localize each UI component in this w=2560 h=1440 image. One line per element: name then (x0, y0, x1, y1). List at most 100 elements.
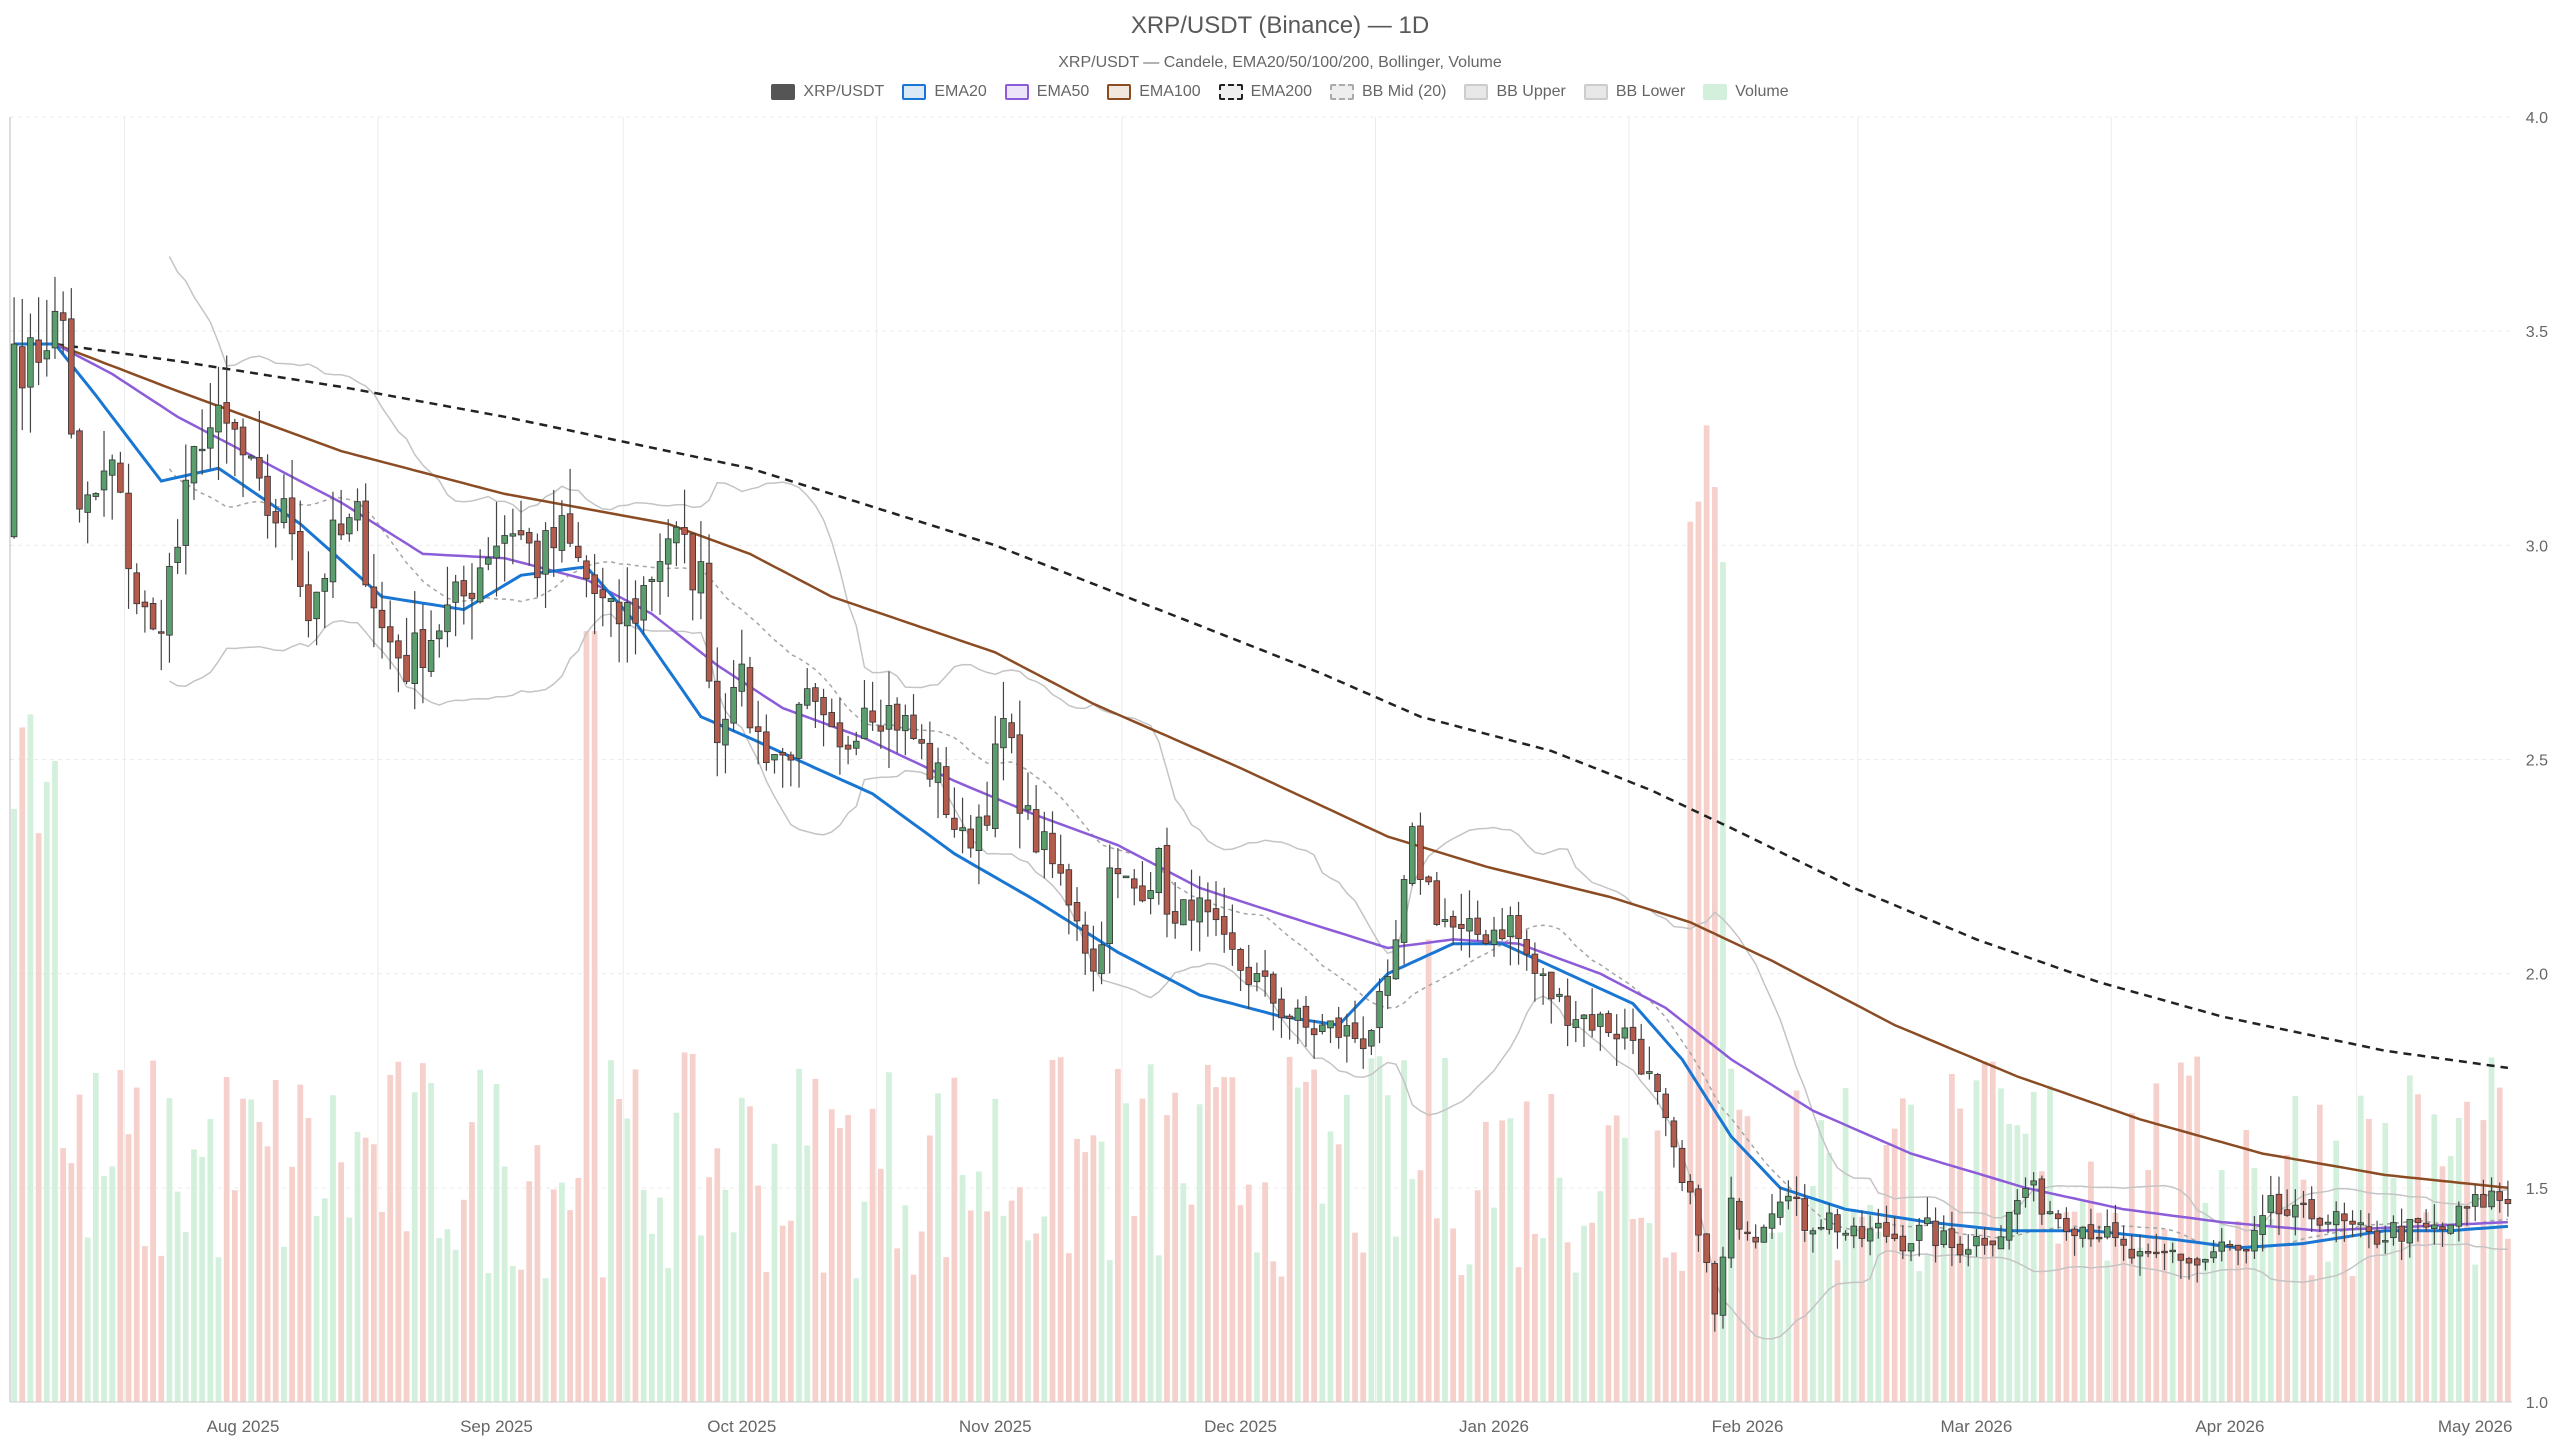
legend-item[interactable]: BB Upper (1464, 83, 1566, 101)
volume-bar (281, 1246, 287, 1402)
candle-body (247, 455, 255, 459)
volume-bar (1564, 1242, 1571, 1402)
volume-bar (542, 1278, 549, 1402)
volume-bar (2415, 1094, 2421, 1402)
candle-body (893, 703, 901, 731)
volume-bar (387, 1074, 394, 1402)
candle-body (411, 632, 418, 684)
candle-body (779, 752, 786, 756)
candle-body (313, 591, 320, 620)
candle-body (2005, 1211, 2013, 1241)
candle-body (648, 579, 656, 582)
volume-bar (444, 1229, 451, 1402)
legend-item[interactable]: EMA100 (1107, 83, 1201, 101)
volume-bar (2374, 1226, 2380, 1402)
candle-body (198, 448, 206, 452)
candle-body (354, 501, 361, 521)
candle-body (2202, 1258, 2209, 1263)
volume-bar (567, 1210, 573, 1402)
volume-bar (1671, 1252, 1677, 1402)
volume-bar (1458, 1275, 1465, 1402)
volume-bar (861, 1201, 868, 1402)
legend-item[interactable]: BB Mid (20) (1330, 83, 1446, 101)
volume-bar (2006, 1123, 2013, 1402)
volume-bar (779, 1225, 786, 1402)
volume-bar (1646, 1223, 1653, 1402)
candle-body (264, 475, 271, 516)
candle-body (2153, 1251, 2160, 1255)
candle-body (2251, 1230, 2258, 1252)
volume-bar (820, 1272, 827, 1402)
volume-bar (1744, 1116, 1751, 1402)
volume-bar (68, 1163, 75, 1402)
candle-body (1343, 1025, 1351, 1037)
volume-bar (321, 1198, 328, 1402)
candle-body (43, 350, 51, 360)
candle-body (1940, 1230, 1947, 1246)
candle-body (2226, 1243, 2234, 1247)
volume-bar (174, 1191, 181, 1402)
volume-bar (43, 781, 50, 1402)
ema100-line (14, 342, 2509, 1190)
volume-bar (191, 1149, 197, 1402)
candle-body (1564, 995, 1571, 1026)
volume-bar (1262, 1182, 1268, 1402)
volume-bar (2439, 1166, 2446, 1402)
candle-body (583, 560, 590, 580)
legend-item[interactable]: EMA200 (1218, 83, 1312, 101)
volume-bar (1033, 1233, 1040, 1402)
volume-bar (2047, 1085, 2053, 1402)
legend-swatch (1330, 84, 1354, 100)
candle-body (1850, 1225, 1858, 1237)
volume-bar (1237, 1205, 1244, 1402)
candle-body (378, 609, 386, 629)
legend-item[interactable]: EMA20 (902, 83, 987, 101)
volume-bar (1335, 1144, 1342, 1402)
candle-body (722, 718, 729, 746)
volume-bar (117, 1070, 124, 1402)
volume-bar (2382, 1122, 2389, 1402)
candle-body (918, 739, 925, 744)
volume-bar (1008, 1200, 1015, 1402)
legend-item[interactable]: EMA50 (1004, 83, 1089, 101)
legend-label: BB Lower (1615, 83, 1686, 100)
candle-body (1171, 911, 1179, 924)
volume-bar (1482, 1121, 1489, 1402)
legend-item[interactable]: BB Lower (1583, 83, 1686, 101)
legend-label: BB Upper (1496, 83, 1566, 100)
volume-bar (1090, 1135, 1097, 1402)
candle-body (19, 346, 26, 389)
volume-bar (1859, 1216, 1865, 1402)
candle-body (223, 402, 230, 424)
candle-body (1531, 953, 1539, 974)
legend-item[interactable]: XRP/USDT (771, 83, 884, 101)
candle-body (2243, 1249, 2250, 1252)
legend-item[interactable]: Volume (1703, 83, 1789, 101)
volume-bar (1760, 1231, 1767, 1402)
candle-body (738, 663, 746, 692)
candle-body (2177, 1253, 2185, 1261)
volume-bar (231, 1190, 238, 1402)
volume-bar (1842, 1088, 1849, 1402)
volume-bar (84, 1237, 91, 1402)
candle-body (272, 511, 279, 524)
candle-body (1041, 831, 1048, 851)
volume-bar (1703, 425, 1710, 1402)
volume-bar (1605, 1125, 1612, 1402)
candle-body (2324, 1221, 2332, 1225)
volume-bar (2210, 1241, 2217, 1402)
candle-body (1212, 908, 1220, 921)
candle-body (934, 762, 942, 783)
volume-bar (575, 1177, 582, 1402)
candle-body (1907, 1243, 1915, 1252)
candle-body (1711, 1263, 1719, 1315)
volume-bar (886, 1072, 892, 1402)
volume-bar (509, 1265, 516, 1402)
candle-body (1899, 1235, 1907, 1252)
candle-body (2259, 1215, 2266, 1235)
candle-body (436, 630, 443, 640)
volume-bar (1343, 1094, 1350, 1402)
volume-bar (1123, 1103, 1129, 1402)
volume-bar (1286, 1056, 1293, 1402)
